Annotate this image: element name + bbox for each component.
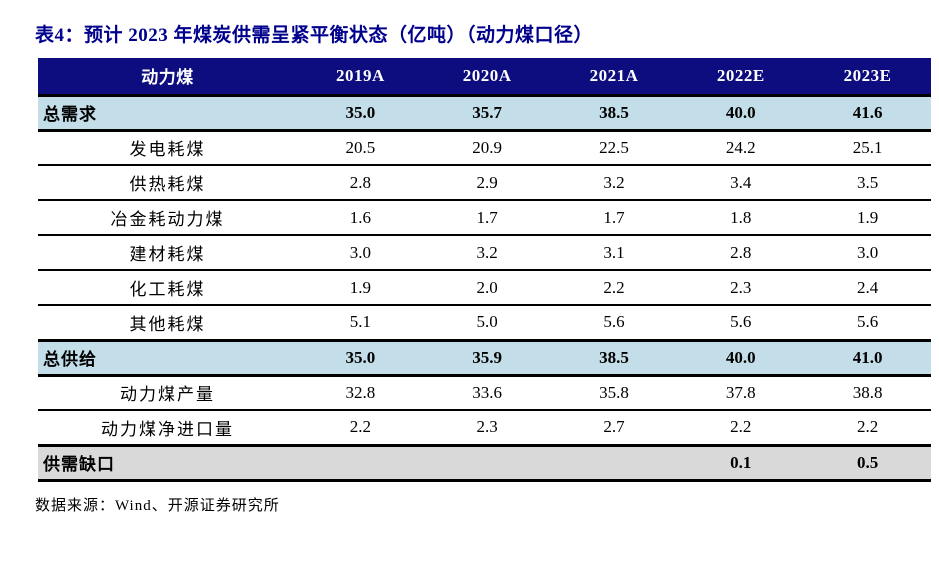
row-label: 总供给 <box>38 338 297 377</box>
cell: 1.7 <box>550 200 678 236</box>
cell: 41.0 <box>804 338 931 377</box>
cell: 2.8 <box>296 165 424 201</box>
cell: 2.2 <box>550 270 678 306</box>
header-cell-2022e: 2022E <box>677 58 805 97</box>
row-label: 其他耗煤 <box>38 305 297 341</box>
cell: 2.2 <box>296 410 424 446</box>
row-label: 动力煤净进口量 <box>38 410 297 446</box>
cell: 1.9 <box>296 270 424 306</box>
header-cell-2023e: 2023E <box>804 58 931 97</box>
cell: 20.5 <box>296 130 424 166</box>
cell: 38.5 <box>550 93 678 132</box>
cell <box>296 443 424 482</box>
cell: 3.4 <box>677 165 805 201</box>
cell: 3.2 <box>550 165 678 201</box>
data-source-note: 数据来源：Wind、开源证券研究所 <box>35 497 280 514</box>
table-row-coal-production: 动力煤产量 32.8 33.6 35.8 37.8 38.8 <box>38 375 931 411</box>
cell: 40.0 <box>677 93 805 132</box>
supply-demand-table: 动力煤 2019A 2020A 2021A 2022E 2023E 总需求 35… <box>38 58 931 482</box>
table-row-supply-demand-gap: 供需缺口 0.1 0.5 <box>38 443 931 482</box>
cell: 2.9 <box>423 165 551 201</box>
cell: 3.0 <box>804 235 931 271</box>
cell: 2.8 <box>677 235 805 271</box>
cell: 35.7 <box>423 93 551 132</box>
cell: 1.9 <box>804 200 931 236</box>
cell: 2.7 <box>550 410 678 446</box>
cell: 5.6 <box>550 305 678 341</box>
row-label: 供需缺口 <box>38 443 297 482</box>
table-row-net-imports: 动力煤净进口量 2.2 2.3 2.7 2.2 2.2 <box>38 410 931 446</box>
cell: 38.5 <box>550 338 678 377</box>
row-label: 动力煤产量 <box>38 375 297 411</box>
cell: 5.1 <box>296 305 424 341</box>
table-row-total-supply: 总供给 35.0 35.9 38.5 40.0 41.0 <box>38 338 931 377</box>
report-page: 表4：预计 2023 年煤炭供需呈紧平衡状态（亿吨）（动力煤口径） 动力煤 20… <box>0 20 939 582</box>
row-label: 建材耗煤 <box>38 235 297 271</box>
table-row-chemical-coal: 化工耗煤 1.9 2.0 2.2 2.3 2.4 <box>38 270 931 306</box>
cell: 20.9 <box>423 130 551 166</box>
cell: 24.2 <box>677 130 805 166</box>
header-cell-2020a: 2020A <box>423 58 551 97</box>
table-row-other-coal: 其他耗煤 5.1 5.0 5.6 5.6 5.6 <box>38 305 931 341</box>
cell: 35.0 <box>296 338 424 377</box>
header-cell-2021a: 2021A <box>550 58 678 97</box>
cell: 32.8 <box>296 375 424 411</box>
cell: 22.5 <box>550 130 678 166</box>
table-row-building-materials-coal: 建材耗煤 3.0 3.2 3.1 2.8 3.0 <box>38 235 931 271</box>
table-title: 表4：预计 2023 年煤炭供需呈紧平衡状态（亿吨）（动力煤口径） <box>35 25 594 46</box>
cell: 38.8 <box>804 375 931 411</box>
table-row-metallurgy-coal: 冶金耗动力煤 1.6 1.7 1.7 1.8 1.9 <box>38 200 931 236</box>
table-row-power-coal: 发电耗煤 20.5 20.9 22.5 24.2 25.1 <box>38 130 931 166</box>
header-cell-2019a: 2019A <box>296 58 424 97</box>
row-label: 发电耗煤 <box>38 130 297 166</box>
cell: 2.2 <box>804 410 931 446</box>
cell: 2.0 <box>423 270 551 306</box>
cell: 0.5 <box>804 443 931 482</box>
cell: 5.0 <box>423 305 551 341</box>
cell: 3.2 <box>423 235 551 271</box>
cell: 3.5 <box>804 165 931 201</box>
cell: 1.6 <box>296 200 424 236</box>
cell: 41.6 <box>804 93 931 132</box>
cell: 3.0 <box>296 235 424 271</box>
row-label: 化工耗煤 <box>38 270 297 306</box>
cell: 40.0 <box>677 338 805 377</box>
cell: 1.7 <box>423 200 551 236</box>
cell: 3.1 <box>550 235 678 271</box>
cell: 35.8 <box>550 375 678 411</box>
header-cell-category: 动力煤 <box>38 58 297 97</box>
cell: 5.6 <box>677 305 805 341</box>
cell: 35.0 <box>296 93 424 132</box>
cell: 37.8 <box>677 375 805 411</box>
table-header-row: 动力煤 2019A 2020A 2021A 2022E 2023E <box>38 58 931 97</box>
cell <box>423 443 551 482</box>
table-row-total-demand: 总需求 35.0 35.7 38.5 40.0 41.6 <box>38 93 931 132</box>
cell: 33.6 <box>423 375 551 411</box>
row-label: 供热耗煤 <box>38 165 297 201</box>
cell: 2.3 <box>677 270 805 306</box>
cell: 2.4 <box>804 270 931 306</box>
cell: 1.8 <box>677 200 805 236</box>
cell: 2.2 <box>677 410 805 446</box>
row-label: 总需求 <box>38 93 297 132</box>
cell: 35.9 <box>423 338 551 377</box>
cell <box>550 443 678 482</box>
cell: 25.1 <box>804 130 931 166</box>
cell: 0.1 <box>677 443 805 482</box>
row-label: 冶金耗动力煤 <box>38 200 297 236</box>
cell: 5.6 <box>804 305 931 341</box>
cell: 2.3 <box>423 410 551 446</box>
table-row-heating-coal: 供热耗煤 2.8 2.9 3.2 3.4 3.5 <box>38 165 931 201</box>
